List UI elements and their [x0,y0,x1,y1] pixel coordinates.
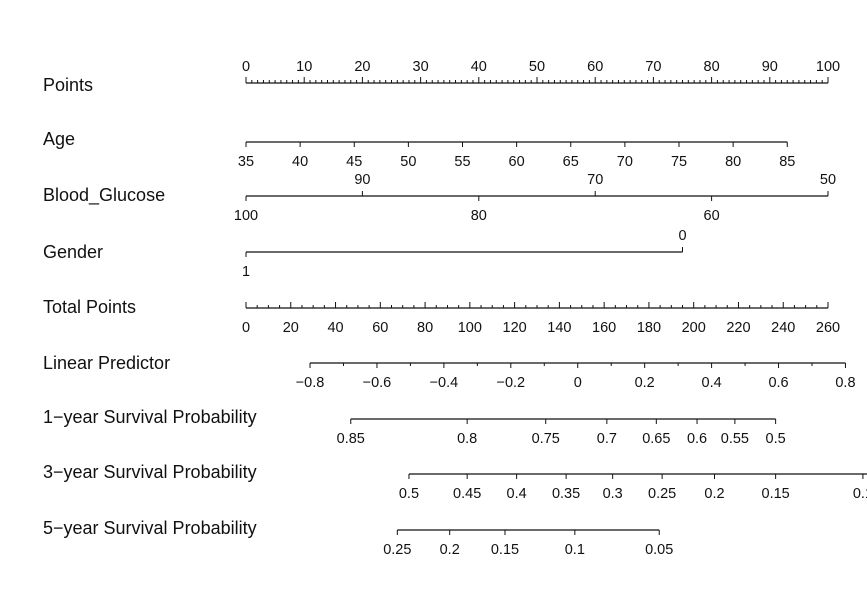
tick-label-points-4: 40 [471,59,487,75]
tick-label-age-9: 80 [725,154,741,170]
tick-label-gender-1: 0 [678,228,686,244]
tick-label-points-1: 10 [296,59,312,75]
tick-label-age-7: 70 [617,154,633,170]
tick-label-1-year-survival-probability-5: 0.6 [687,431,707,447]
tick-label-age-1: 40 [292,154,308,170]
tick-label-1-year-survival-probability-4: 0.65 [642,431,670,447]
tick-label-total-points-3: 60 [372,320,388,336]
tick-label-points-10: 100 [816,59,840,75]
row-1-year-survival-probability: 1−year Survival Probability 0.85 0.8 0.75 0.… [43,407,786,447]
tick-label-3-year-survival-probability-5: 0.25 [648,486,676,502]
tick-label-total-points-6: 120 [503,320,527,336]
tick-label-blood-glucose-4: 60 [704,208,720,224]
row-label-blood-glucose: Blood_Glucose [43,185,165,206]
tick-label-age-2: 45 [346,154,362,170]
tick-label-blood-glucose-1: 90 [354,172,370,188]
tick-label-total-points-11: 220 [726,320,750,336]
tick-label-5-year-survival-probability-3: 0.1 [565,542,585,558]
tick-label-3-year-survival-probability-7: 0.15 [762,486,790,502]
tick-label-points-8: 80 [704,59,720,75]
tick-label-points-2: 20 [354,59,370,75]
row-label-gender: Gender [43,242,103,262]
tick-label-linear-predictor-6: 0.4 [702,375,722,391]
tick-label-blood-glucose-2: 80 [471,208,487,224]
tick-label-linear-predictor-2: −0.4 [430,375,459,391]
tick-label-3-year-survival-probability-1: 0.45 [453,486,481,502]
tick-label-linear-predictor-3: −0.2 [496,375,525,391]
tick-label-total-points-1: 20 [283,320,299,336]
tick-label-points-3: 30 [413,59,429,75]
tick-label-blood-glucose-3: 70 [587,172,603,188]
tick-label-blood-glucose-5: 50 [820,172,836,188]
tick-label-age-0: 35 [238,154,254,170]
row-linear-predictor: Linear Predictor −0.8 −0.6 −0.4 −0.2 0 0.2 0.4 0… [43,353,856,391]
tick-label-points-5: 50 [529,59,545,75]
tick-label-points-9: 90 [762,59,778,75]
tick-label-age-8: 75 [671,154,687,170]
tick-label-points-0: 0 [242,59,250,75]
tick-label-1-year-survival-probability-6: 0.55 [721,431,749,447]
tick-label-age-3: 50 [400,154,416,170]
tick-label-3-year-survival-probability-2: 0.4 [507,486,527,502]
tick-label-linear-predictor-4: 0 [574,375,582,391]
tick-label-linear-predictor-8: 0.8 [835,375,855,391]
row-label-linear-predictor: Linear Predictor [43,353,170,373]
tick-label-total-points-2: 40 [327,320,343,336]
tick-label-total-points-9: 180 [637,320,661,336]
tick-label-age-6: 65 [563,154,579,170]
tick-label-5-year-survival-probability-0: 0.25 [383,542,411,558]
tick-label-linear-predictor-5: 0.2 [635,375,655,391]
tick-label-points-6: 60 [587,59,603,75]
tick-label-1-year-survival-probability-0: 0.85 [337,431,365,447]
tick-label-linear-predictor-7: 0.6 [768,375,788,391]
tick-label-points-7: 70 [645,59,661,75]
row-label-3-year-survival-probability: 3−year Survival Probability [43,462,257,482]
row-3-year-survival-probability: 3−year Survival Probability 0.5 0.45 0.4 0.3… [43,462,867,502]
row-total-points: Total Points 0 20 40 60 80 100 120 140 160 180 200 2… [43,297,840,336]
tick-label-gender-0: 1 [242,264,250,280]
tick-label-total-points-4: 80 [417,320,433,336]
row-label-5-year-survival-probability: 5−year Survival Probability [43,518,257,538]
tick-label-3-year-survival-probability-6: 0.2 [704,486,724,502]
row-label-1-year-survival-probability: 1−year Survival Probability [43,407,257,427]
row-label-total-points: Total Points [43,297,136,317]
tick-label-age-4: 55 [454,154,470,170]
tick-label-3-year-survival-probability-4: 0.3 [603,486,623,502]
tick-label-total-points-7: 140 [547,320,571,336]
tick-label-total-points-0: 0 [242,320,250,336]
row-age: Age 35 40 45 50 55 60 65 70 75 80 85 [43,129,795,170]
tick-label-3-year-survival-probability-8: 0.1 [853,486,867,502]
row-points: Points 0 10 20 30 40 50 60 70 80 90 100 [43,59,840,95]
tick-label-1-year-survival-probability-2: 0.75 [532,431,560,447]
row-gender: Gender 1 0 [43,228,687,280]
tick-label-total-points-5: 100 [458,320,482,336]
row-label-points: Points [43,75,93,95]
tick-label-total-points-8: 160 [592,320,616,336]
row-label-age: Age [43,129,75,149]
tick-label-age-10: 85 [779,154,795,170]
tick-label-1-year-survival-probability-1: 0.8 [457,431,477,447]
tick-label-3-year-survival-probability-3: 0.35 [552,486,580,502]
row-5-year-survival-probability: 5−year Survival Probability 0.25 0.2 0.15 0.… [43,518,673,558]
tick-label-blood-glucose-0: 100 [234,208,258,224]
tick-label-age-5: 60 [509,154,525,170]
row-blood-glucose: Blood_Glucose 100 90 80 70 60 50 [43,172,836,224]
tick-label-total-points-12: 240 [771,320,795,336]
tick-label-1-year-survival-probability-7: 0.5 [766,431,786,447]
tick-label-5-year-survival-probability-4: 0.05 [645,542,673,558]
tick-label-5-year-survival-probability-1: 0.2 [440,542,460,558]
tick-label-total-points-13: 260 [816,320,840,336]
tick-label-linear-predictor-0: −0.8 [296,375,325,391]
tick-label-linear-predictor-1: −0.6 [363,375,392,391]
tick-label-3-year-survival-probability-0: 0.5 [399,486,419,502]
tick-label-total-points-10: 200 [682,320,706,336]
tick-label-5-year-survival-probability-2: 0.15 [491,542,519,558]
tick-label-1-year-survival-probability-3: 0.7 [597,431,617,447]
